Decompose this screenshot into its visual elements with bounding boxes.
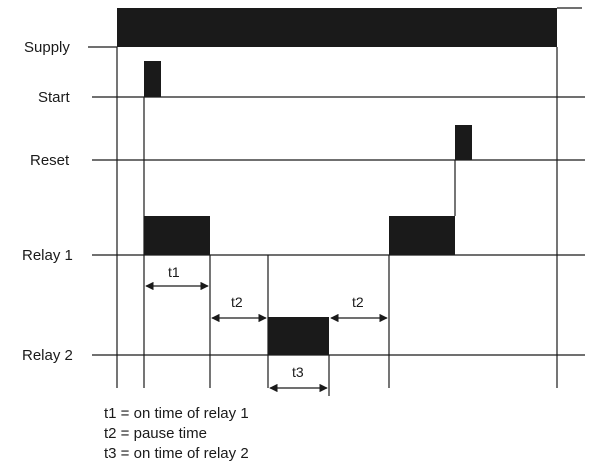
- legend-t3: t3 = on time of relay 2: [104, 445, 249, 462]
- relay2-label: Relay 2: [22, 347, 73, 364]
- reset-pulse: [455, 125, 472, 160]
- signal-labels: Supply Start Reset Relay 1 Relay 2: [22, 39, 73, 364]
- dimension-arrows: [145, 281, 388, 393]
- signal-pulses: [117, 8, 557, 355]
- signal-baselines: [88, 7, 585, 356]
- reset-label: Reset: [30, 152, 70, 169]
- reference-lines: [116, 47, 558, 396]
- relay1-pulse-first: [144, 216, 210, 255]
- relay1-pulse-second: [389, 216, 455, 255]
- legend: t1 = on time of relay 1 t2 = pause time …: [104, 405, 249, 462]
- t1-label: t1: [168, 264, 180, 280]
- start-label: Start: [38, 89, 71, 106]
- t2-first-label: t2: [231, 294, 243, 310]
- legend-t1: t1 = on time of relay 1: [104, 405, 249, 422]
- legend-t2: t2 = pause time: [104, 425, 207, 442]
- t2-second-label: t2: [352, 294, 364, 310]
- start-pulse: [144, 61, 161, 97]
- t3-label: t3: [292, 364, 304, 380]
- dimension-labels: t1 t2 t2 t3: [168, 264, 364, 380]
- relay2-pulse: [268, 317, 329, 355]
- supply-pulse: [117, 8, 557, 47]
- relay1-label: Relay 1: [22, 247, 73, 264]
- supply-label: Supply: [24, 39, 70, 56]
